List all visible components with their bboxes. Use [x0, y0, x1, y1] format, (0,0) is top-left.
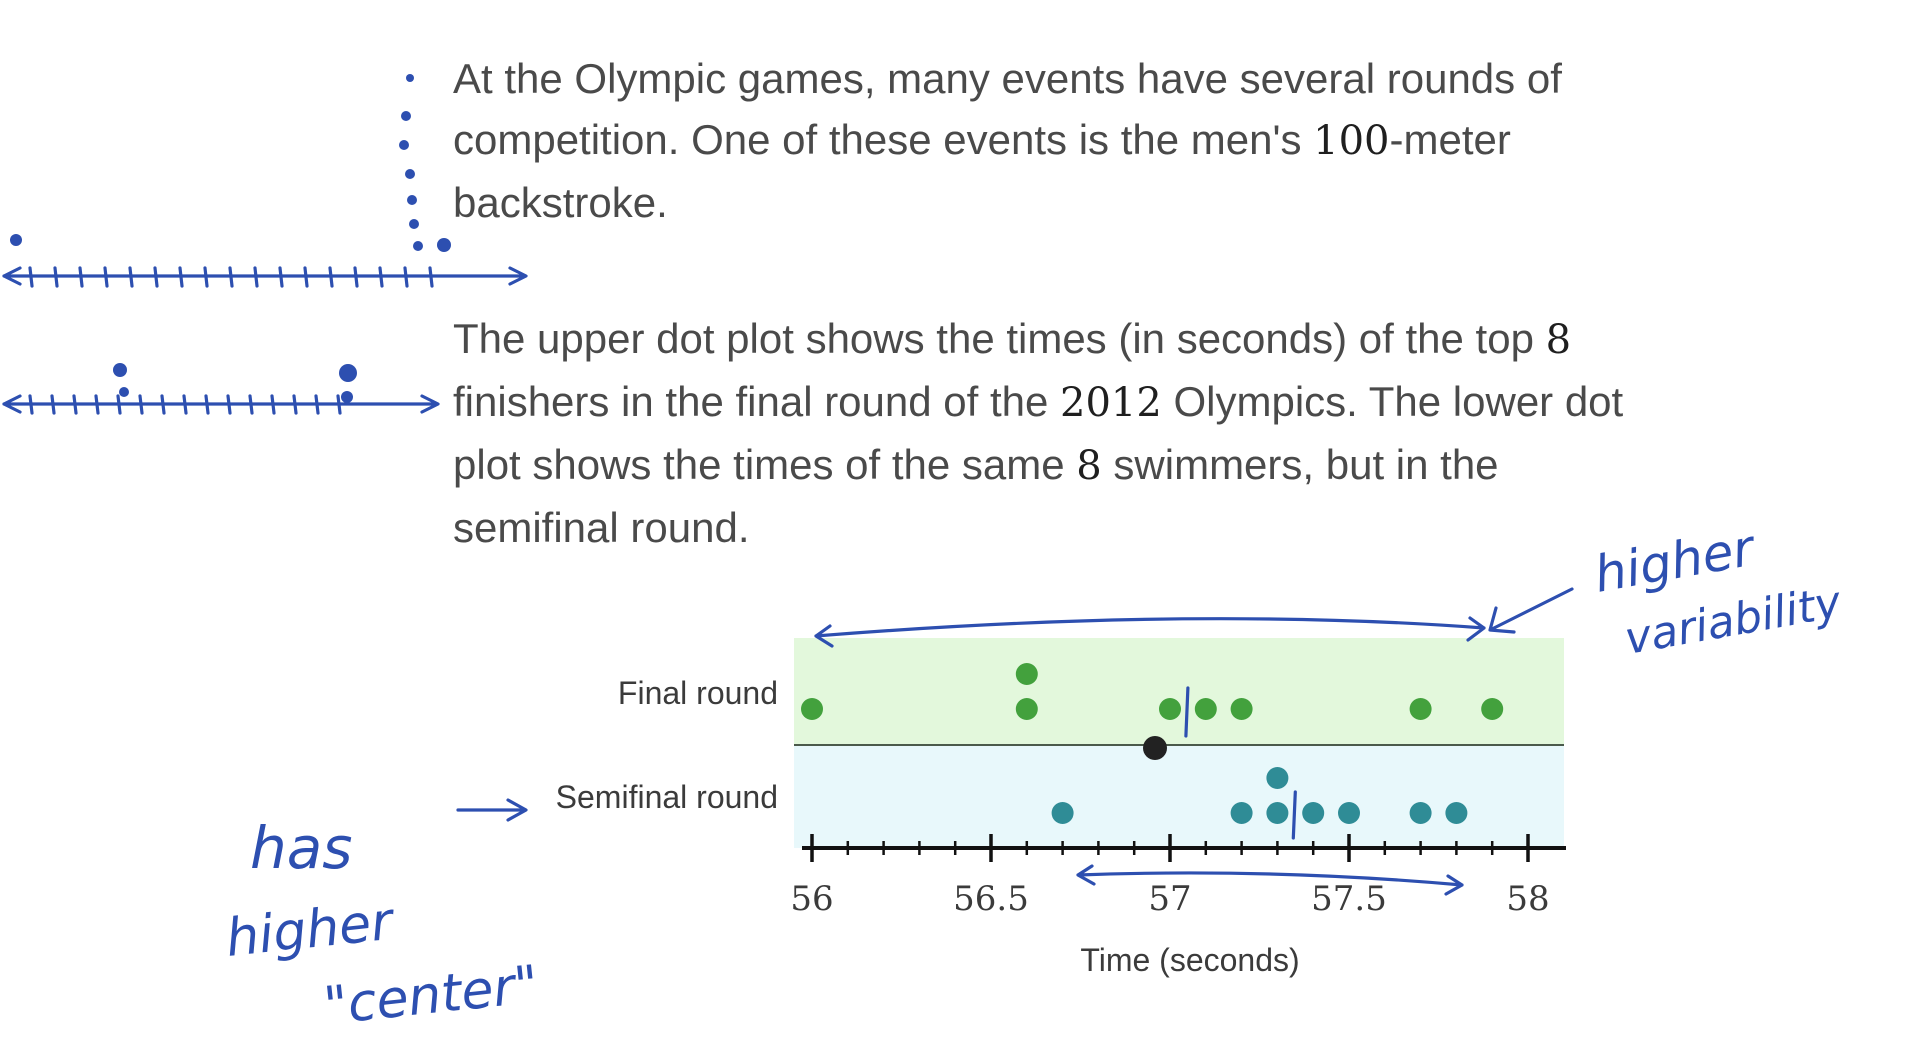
desc-number-finishers: 8: [1545, 317, 1572, 363]
sketch-tick: [53, 266, 59, 288]
sketch-tick: [138, 394, 144, 415]
semifinal-round-dot: [1445, 802, 1468, 824]
sketch-tick: [328, 266, 334, 288]
semifinal-round-dot: [1230, 802, 1253, 824]
final-round-dot: [1409, 698, 1432, 720]
handwritten-sketch-plots: [2, 74, 528, 415]
sketch-tick: [28, 266, 34, 288]
sketch-tick: [248, 394, 254, 415]
row-label-semifinal: Semifinal round: [556, 779, 778, 815]
final-round-dot: [1015, 698, 1038, 720]
sketch-tick: [428, 266, 434, 288]
mean-mark: [1184, 686, 1190, 738]
sketch-tick: [182, 394, 188, 415]
sketch-tick: [28, 394, 34, 415]
sketch-tick: [336, 394, 342, 415]
intro-paragraph: At the Olympic games, many events have s…: [453, 48, 1653, 233]
semifinal-round-dot: [1266, 802, 1289, 824]
semifinal-round-dot: [1409, 802, 1432, 824]
annotation-higher-right: higher: [1590, 518, 1761, 604]
semifinal-round-dot: [1338, 802, 1360, 824]
semifinal-spread-arrow: [1076, 864, 1464, 896]
intro-text-b: -meter backstroke.: [453, 116, 1511, 226]
final-round-dot: [1481, 698, 1504, 720]
sketch-tick: [203, 266, 209, 288]
final-spread-arrow: [814, 616, 1486, 648]
tick-label: 56.5: [953, 879, 1029, 919]
final-round-dot: [1015, 663, 1038, 685]
sketch-tick: [278, 266, 284, 288]
desc-text-c: Olympics. The lower dot plot shows the t…: [453, 378, 1624, 488]
sketch-tick: [353, 266, 359, 288]
plot-description-paragraph: The upper dot plot shows the times (in s…: [453, 308, 1653, 558]
final-round-dot: [1230, 698, 1253, 720]
sketch-tick: [160, 394, 166, 415]
intro-number: 100: [1313, 118, 1390, 164]
intro-text-a: At the Olympic games, many events have s…: [453, 55, 1562, 163]
sketch-tick: [226, 394, 232, 415]
mean-mark: [1291, 790, 1297, 840]
variability-pointer-arrow: [1488, 587, 1574, 634]
annotation-center: "center": [321, 955, 541, 1037]
row-label-final: Final round: [618, 675, 778, 711]
desc-text-b: finishers in the final round of the: [453, 378, 1061, 425]
final-round-dot: [1194, 698, 1217, 720]
sketch-tick: [228, 266, 234, 288]
semifinal-pointer-arrow: [456, 798, 528, 822]
semifinal-round-dot: [1302, 802, 1325, 824]
semifinal-round-dot: [1266, 767, 1289, 789]
annotation-has: has: [250, 814, 353, 882]
sketch-tick: [270, 394, 276, 415]
sketch-tick: [378, 266, 384, 288]
sketch-tick: [72, 394, 78, 415]
tick-label: 57.5: [1311, 879, 1387, 919]
semifinal-round-dot: [1051, 802, 1074, 824]
desc-number-year: 2012: [1060, 380, 1162, 426]
sketch-tick: [103, 266, 109, 288]
annotation-higher-left: higher: [223, 891, 399, 968]
sketch-tick: [153, 266, 159, 288]
final-round-dot: [1159, 698, 1181, 720]
sketch-tick: [178, 266, 184, 288]
desc-number-swimmers: 8: [1076, 443, 1102, 489]
desc-text-a: The upper dot plot shows the times (in s…: [453, 315, 1546, 362]
sketch-tick: [94, 394, 100, 415]
sketch-tick: [292, 394, 298, 415]
sketch-tick: [403, 266, 409, 288]
sketch-tick: [116, 394, 122, 415]
sketch-tick: [50, 394, 56, 415]
sketch-tick: [303, 266, 309, 288]
center-annotation: has higher "center": [223, 798, 541, 1037]
final-round-band: [794, 638, 1564, 745]
sketch-tick: [204, 394, 210, 415]
desc-text-d: swimmers, but in the semifinal round.: [453, 441, 1499, 551]
tick-label: 58: [1506, 879, 1549, 919]
final-round-dot: [801, 698, 823, 720]
tick-label: 57: [1148, 879, 1191, 919]
x-axis-title: Time (seconds): [1080, 942, 1299, 978]
sketch-tick: [128, 266, 134, 288]
sketch-tick: [78, 266, 84, 288]
sketch-tick: [253, 266, 259, 288]
semifinal-round-band: [794, 745, 1564, 848]
pointer-dot: [1143, 736, 1167, 760]
sketch-tick: [314, 394, 320, 415]
tick-label: 56: [790, 879, 833, 919]
